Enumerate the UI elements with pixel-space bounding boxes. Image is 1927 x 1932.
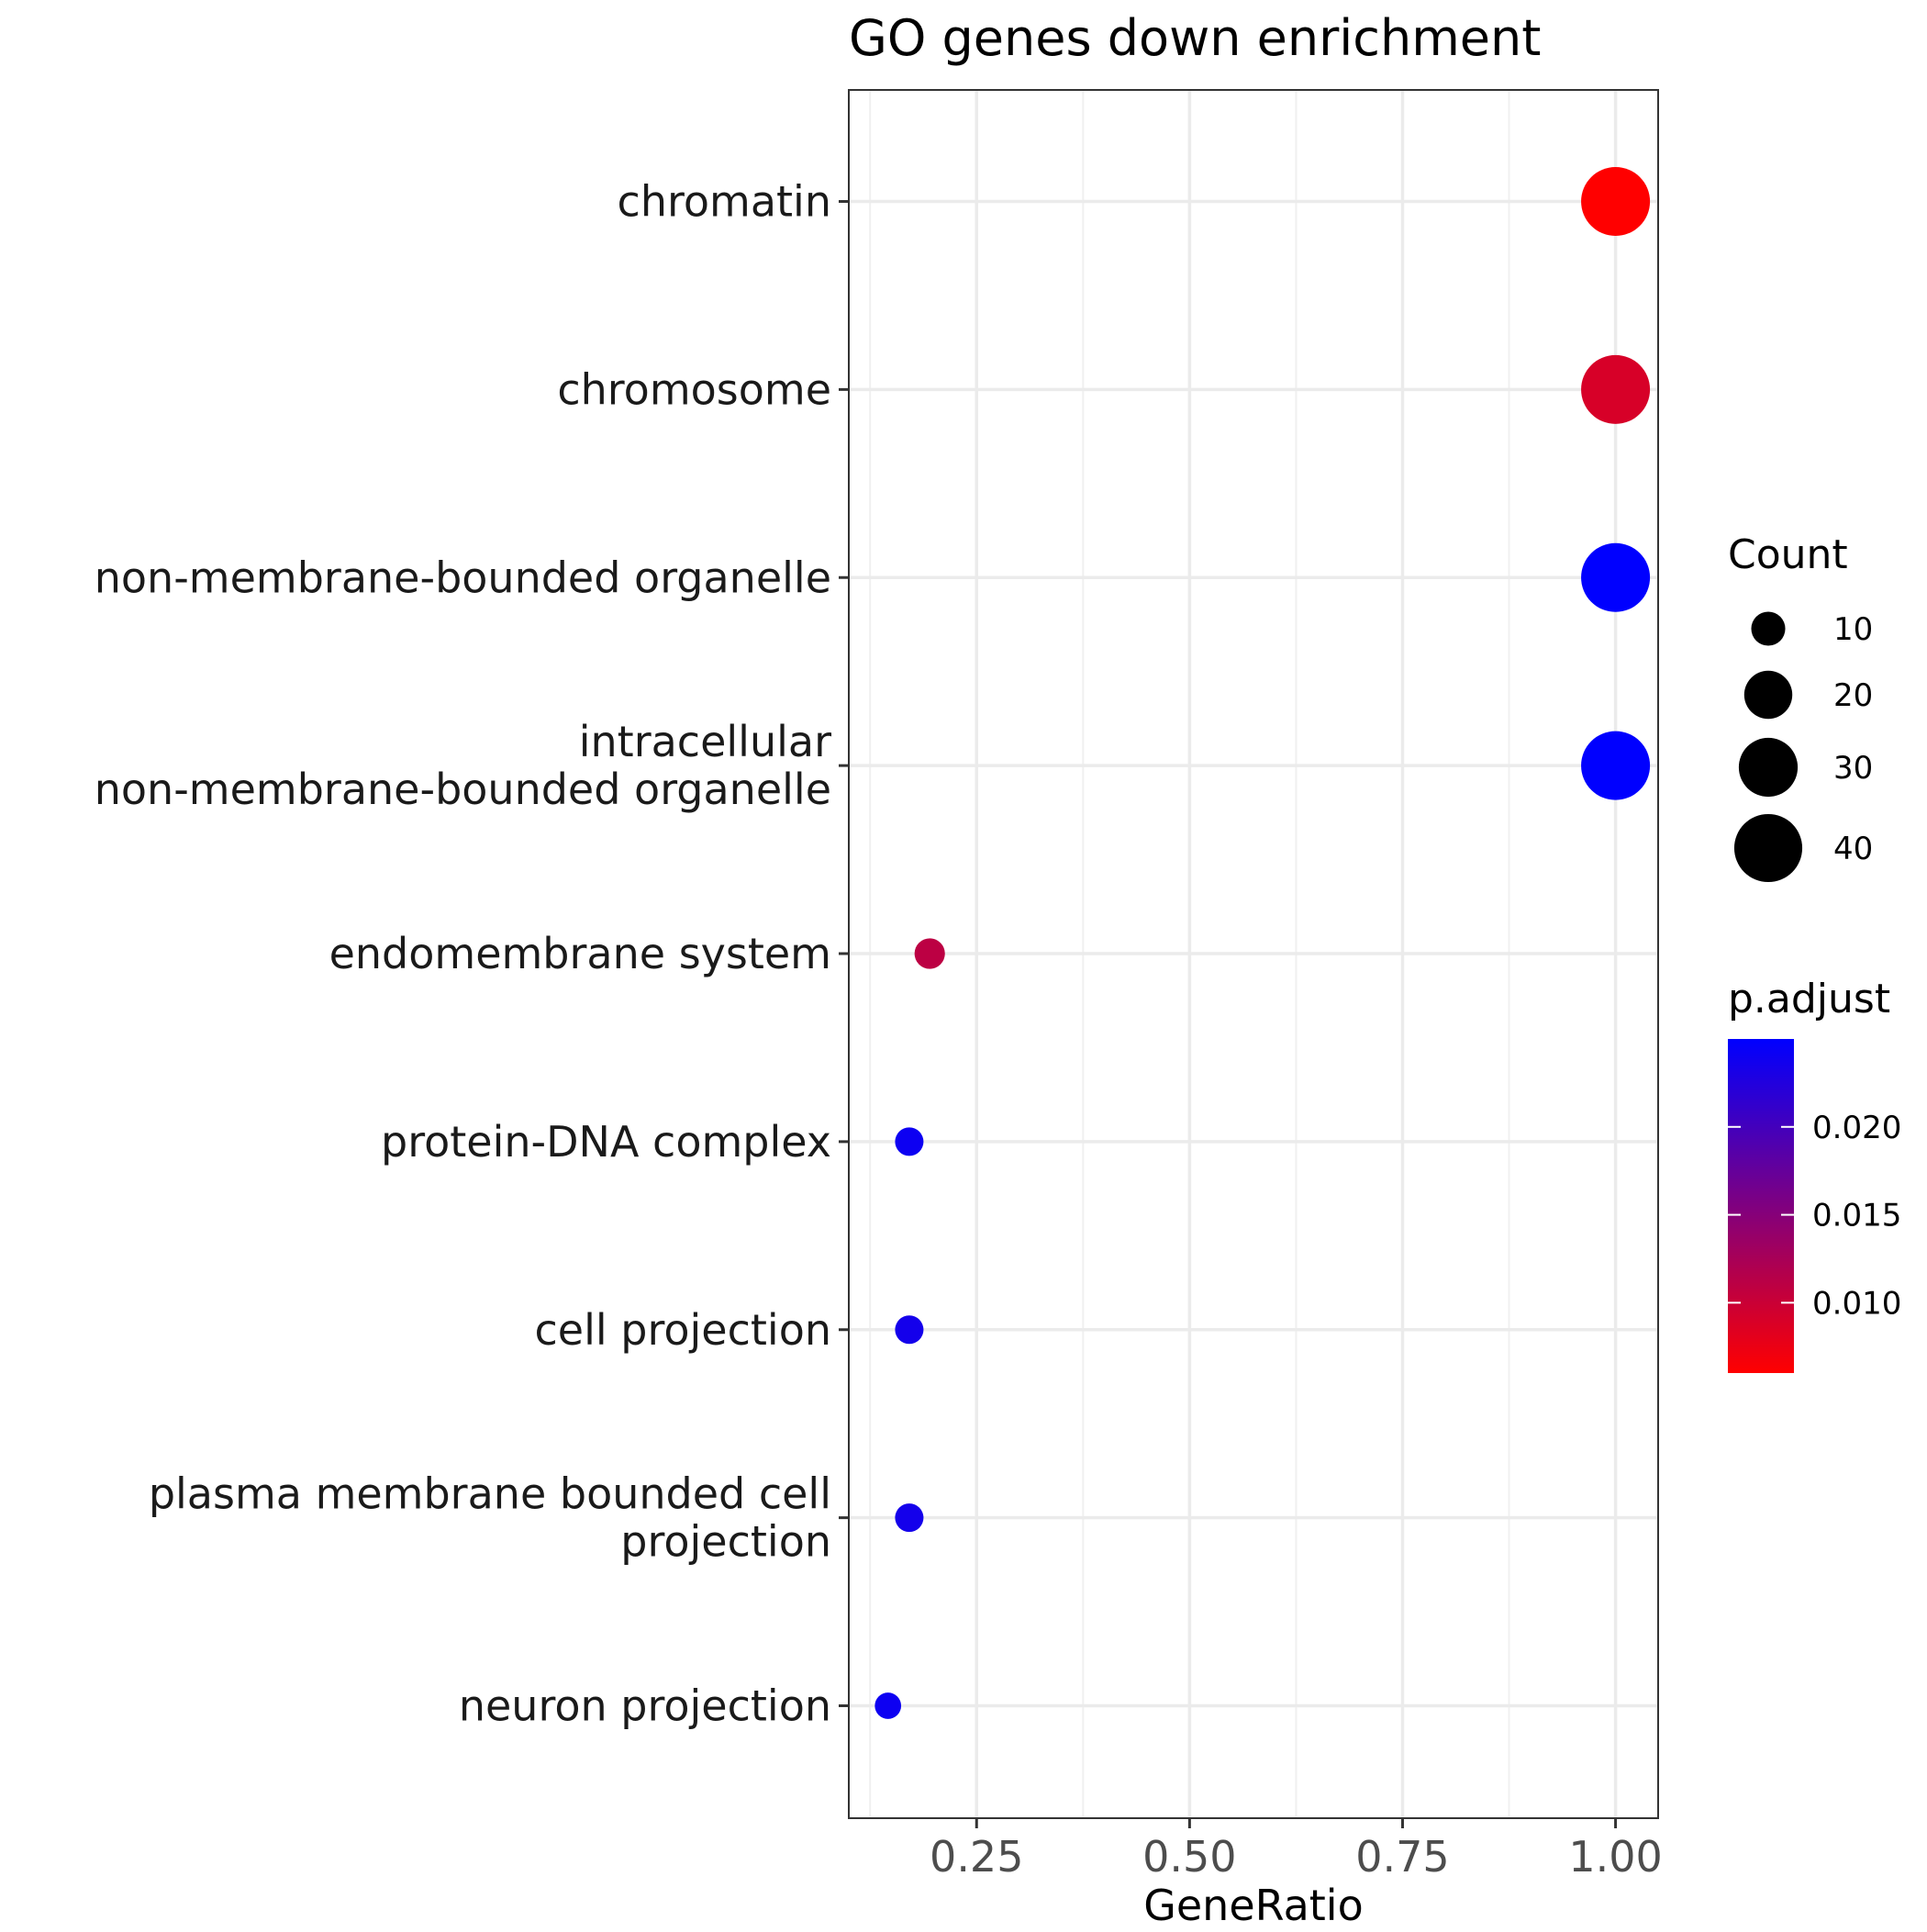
y-axis-label: neuron projection: [459, 1681, 831, 1731]
x-axis-title: GeneRatio: [1143, 1881, 1364, 1927]
x-axis-tick-label: 1.00: [1568, 1832, 1662, 1882]
data-point: [895, 1127, 924, 1156]
size-legend: Count 10 20 30 40: [1728, 531, 1873, 883]
y-axis-label: chromosome: [557, 364, 831, 414]
data-point: [1581, 542, 1651, 612]
y-axis-label: plasma membrane bounded cell projection: [149, 1469, 831, 1567]
size-legend-key: [1733, 813, 1803, 883]
x-axis-tick-label: 0.75: [1355, 1832, 1449, 1882]
chart-title: GO genes down enrichment: [849, 9, 1541, 67]
color-legend-title: p.adjust: [1728, 976, 1890, 1022]
size-legend-label: 20: [1833, 677, 1873, 714]
y-axis-label: protein-DNA complex: [381, 1117, 831, 1167]
size-legend-key: [1743, 670, 1793, 720]
data-point: [1581, 166, 1651, 237]
size-legend-label: 30: [1833, 750, 1873, 787]
size-legend-key: [1751, 611, 1786, 646]
size-legend-title: Count: [1728, 531, 1848, 578]
color-legend-label: 0.015: [1812, 1198, 1901, 1234]
data-points: [874, 166, 1651, 1719]
color-legend-label: 0.010: [1812, 1285, 1901, 1322]
y-axis: chromatin chromosome non-membrane-bounded …: [95, 177, 849, 1731]
data-point: [874, 1692, 902, 1719]
data-point: [1581, 731, 1651, 800]
data-point: [895, 1503, 924, 1533]
data-point: [914, 938, 945, 969]
y-axis-label: endomembrane system: [329, 929, 831, 978]
size-legend-label: 10: [1833, 611, 1873, 648]
x-axis: 0.25 0.50 0.75 1.00: [930, 1818, 1663, 1882]
y-axis-label: intracellular non-membrane-bounded organe…: [95, 717, 831, 814]
size-legend-key: [1738, 737, 1799, 798]
y-axis-label: chromatin: [618, 177, 831, 227]
size-legend-label: 40: [1833, 831, 1873, 867]
color-legend: p.adjust 0.010 0.015 0.020: [1728, 976, 1901, 1373]
x-axis-tick-label: 0.50: [1142, 1832, 1236, 1882]
data-point: [895, 1315, 924, 1345]
y-axis-label: cell projection: [534, 1305, 831, 1355]
x-axis-tick-label: 0.25: [930, 1832, 1023, 1882]
color-bar: [1728, 1039, 1794, 1373]
color-legend-label: 0.020: [1812, 1110, 1901, 1146]
data-point: [1581, 354, 1651, 424]
y-axis-label: non-membrane-bounded organelle: [95, 553, 831, 602]
